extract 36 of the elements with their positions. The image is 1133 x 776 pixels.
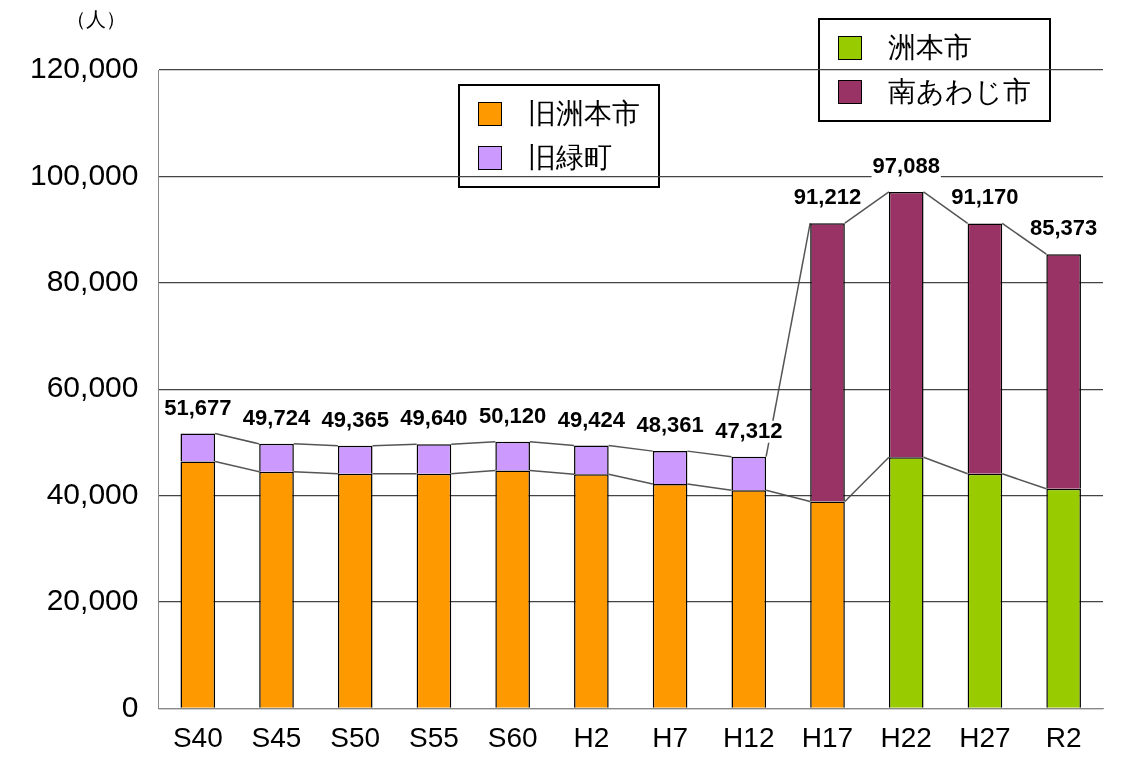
total-label: 51,677 [164, 394, 232, 420]
x-tick-label: S40 [172, 721, 223, 753]
x-tick-label: S55 [409, 721, 459, 753]
x-tick-label: R2 [1045, 721, 1082, 753]
x-tick-label: H12 [723, 721, 775, 753]
total-label: 49,365 [321, 406, 389, 432]
y-tick-label: 0 [121, 689, 139, 723]
x-tick-label: H27 [959, 721, 1011, 753]
x-tick-label: H7 [652, 721, 688, 753]
x-tick-label: S45 [251, 721, 302, 753]
total-label: 47,312 [715, 417, 783, 443]
legend-label: 南あわじ市 [888, 74, 1031, 110]
x-tick-label: H22 [880, 721, 932, 753]
legend-label: 旧洲本市 [528, 96, 640, 132]
total-label: 49,724 [242, 404, 311, 430]
y-tick-label: 80,000 [46, 264, 139, 298]
total-label: 97,088 [872, 152, 940, 178]
total-label: 91,170 [951, 184, 1019, 210]
y-tick-label: 20,000 [46, 583, 139, 617]
total-label: 91,212 [793, 184, 862, 210]
total-label: 85,373 [1029, 215, 1098, 241]
legend-label: 洲本市 [888, 30, 972, 66]
legend-label: 旧緑町 [528, 140, 612, 176]
y-tick-label: 100,000 [29, 157, 139, 191]
x-tick-label: S50 [330, 721, 381, 753]
total-label: 49,424 [557, 406, 626, 432]
x-tick-label: S60 [487, 721, 538, 753]
y-tick-label: 40,000 [46, 476, 139, 510]
total-label: 48,361 [636, 412, 704, 438]
y-axis-title: （人） [66, 6, 126, 33]
x-tick-label: H2 [573, 721, 610, 753]
y-tick-label: 60,000 [46, 370, 139, 404]
x-tick-label: H17 [801, 721, 854, 753]
total-label: 50,120 [479, 402, 547, 428]
total-label: 49,640 [400, 405, 468, 431]
y-tick-label: 120,000 [29, 51, 139, 85]
